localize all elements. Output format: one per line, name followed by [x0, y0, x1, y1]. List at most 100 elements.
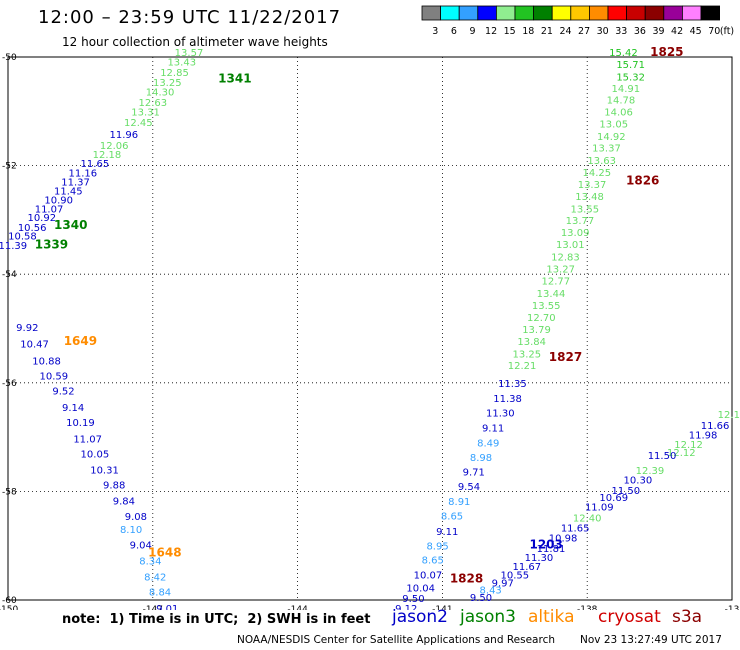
swh-value: 13.37: [578, 180, 607, 191]
swh-value: 9.08: [125, 512, 147, 523]
swh-value: 12.06: [100, 141, 129, 152]
swh-value: 12.39: [636, 466, 665, 477]
swh-value: 14.06: [604, 108, 633, 119]
x-tick-label: -138: [577, 605, 598, 610]
swh-value: 14.30: [146, 88, 175, 99]
swh-value: 11.96: [110, 130, 139, 141]
swh-value: 12.12: [718, 410, 740, 421]
scale-label: 30: [597, 26, 609, 37]
swh-value: 13.09: [561, 228, 590, 239]
swh-value: 8.65: [441, 512, 463, 523]
swh-value: 9.11: [482, 424, 504, 435]
swh-value: 8.91: [448, 497, 470, 508]
swh-value: 10.19: [66, 418, 95, 429]
scale-label: 24: [559, 26, 571, 37]
x-tick-label: -141: [432, 605, 452, 610]
swh-value: 9.04: [130, 540, 152, 551]
scale-unit: (ft): [720, 26, 734, 37]
swh-value: 10.92: [27, 213, 56, 224]
pass-time-label: 1828: [450, 572, 483, 586]
footer-timestamp: Nov 23 13:27:49 UTC 2017: [580, 634, 722, 646]
swh-value: 8.10: [120, 525, 142, 536]
swh-value: 9.92: [16, 323, 38, 334]
footer-credit: NOAA/NESDIS Center for Satellite Applica…: [237, 634, 555, 646]
swh-value: 13.01: [556, 240, 585, 251]
pass-time-label: 1826: [626, 174, 659, 188]
scale-label: 33: [615, 26, 627, 37]
swh-value: 11.09: [585, 502, 614, 513]
y-tick-label: -50: [2, 53, 17, 63]
satellite-legend-cryosat: cryosat: [598, 607, 661, 627]
swh-value: 13.31: [131, 108, 160, 119]
swh-value: 11.98: [689, 431, 718, 442]
footer-note: note: 1) Time is in UTC; 2) SWH is in fe…: [62, 612, 371, 627]
swh-value: 12.85: [160, 68, 189, 79]
swh-value: 11.30: [486, 408, 515, 419]
swh-value: 9.14: [62, 403, 84, 414]
satellite-legend-altika: altika: [528, 607, 575, 627]
swh-value: 10.31: [90, 465, 119, 476]
swh-value: 13.25: [153, 78, 182, 89]
swh-value: 11.45: [54, 186, 83, 197]
scale-label: 12: [485, 26, 497, 37]
x-tick-label: -144: [287, 605, 308, 610]
swh-value: 11.16: [68, 168, 97, 179]
pass-time-label: 1340: [54, 218, 87, 232]
swh-value: 14.92: [597, 132, 626, 143]
swh-value: 9.52: [52, 387, 74, 398]
swh-value: 11.38: [493, 394, 522, 405]
swh-value: 13.84: [517, 337, 546, 348]
swh-value: 13.44: [537, 289, 566, 300]
x-tick-label: -147: [143, 605, 163, 610]
swh-value: 9.50: [470, 593, 492, 604]
swh-value: 12.12: [667, 448, 696, 459]
x-tick-label: -13: [725, 605, 740, 610]
swh-value: 13.55: [570, 204, 599, 215]
swh-value: 9.54: [458, 482, 480, 493]
pass-time-label: 1339: [35, 238, 68, 252]
swh-value: 13.25: [513, 349, 542, 360]
swh-value: 8.95: [426, 542, 448, 553]
y-tick-label: -54: [2, 270, 17, 280]
swh-value: 11.50: [611, 486, 640, 497]
scale-swatch: [700, 5, 721, 21]
swh-value: 8.98: [470, 453, 492, 464]
pass-time-label: 1825: [650, 45, 683, 59]
swh-value: 11.30: [525, 553, 554, 564]
swh-value: 8.43: [480, 585, 502, 596]
swh-value: 10.07: [414, 570, 443, 581]
swh-value: 10.90: [44, 196, 73, 207]
satellite-legend-jason2: jason2: [392, 607, 448, 627]
swh-value: 13.43: [167, 58, 196, 69]
swh-value: 13.55: [532, 301, 561, 312]
scale-label: 27: [578, 26, 590, 37]
swh-value: 12.40: [573, 513, 602, 524]
swh-value: 11.67: [513, 562, 542, 573]
swh-value: 8.49: [477, 438, 499, 449]
swh-value: 10.69: [599, 493, 628, 504]
swh-value: 8.34: [139, 557, 161, 568]
swh-value: 13.48: [575, 192, 604, 203]
swh-value: 14.91: [611, 84, 640, 95]
swh-value: 12.83: [551, 253, 580, 264]
swh-value: 12.12: [674, 440, 703, 451]
swh-value: 9.97: [492, 578, 514, 589]
swh-value: 11.66: [701, 421, 730, 432]
y-tick-label: -52: [2, 162, 17, 172]
pass-time-label: 1827: [549, 350, 582, 364]
satellite-legend-jason3: jason3: [460, 607, 516, 627]
swh-value: 14.78: [607, 96, 636, 107]
swh-value: 14.25: [583, 168, 612, 179]
swh-value: 12.18: [93, 150, 122, 161]
swh-value: 10.04: [406, 583, 435, 594]
swh-value: 8.65: [422, 556, 444, 567]
swh-value: 9.71: [463, 468, 485, 479]
scale-label: 21: [541, 26, 553, 37]
swh-value: 8.84: [149, 588, 171, 599]
satellite-legend-s3a: s3a: [672, 607, 703, 627]
swh-value: 10.47: [20, 340, 49, 351]
page-title: 12:00 – 23:59 UTC 11/22/2017: [38, 7, 342, 28]
y-tick-label: -58: [2, 487, 17, 497]
swh-value: 13.05: [599, 120, 628, 131]
y-tick-label: -60: [2, 596, 17, 606]
